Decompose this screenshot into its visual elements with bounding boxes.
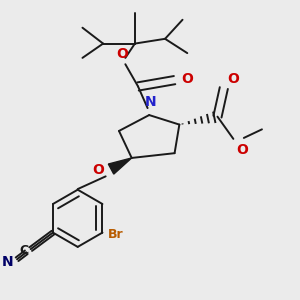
Text: Br: Br [108, 228, 124, 241]
Text: O: O [92, 163, 104, 177]
Text: O: O [236, 143, 248, 157]
Text: N: N [145, 95, 157, 109]
Text: O: O [227, 71, 239, 85]
Text: O: O [182, 73, 194, 86]
Text: O: O [116, 47, 128, 61]
Text: C: C [19, 244, 28, 256]
Polygon shape [108, 158, 132, 174]
Text: N: N [2, 256, 14, 269]
